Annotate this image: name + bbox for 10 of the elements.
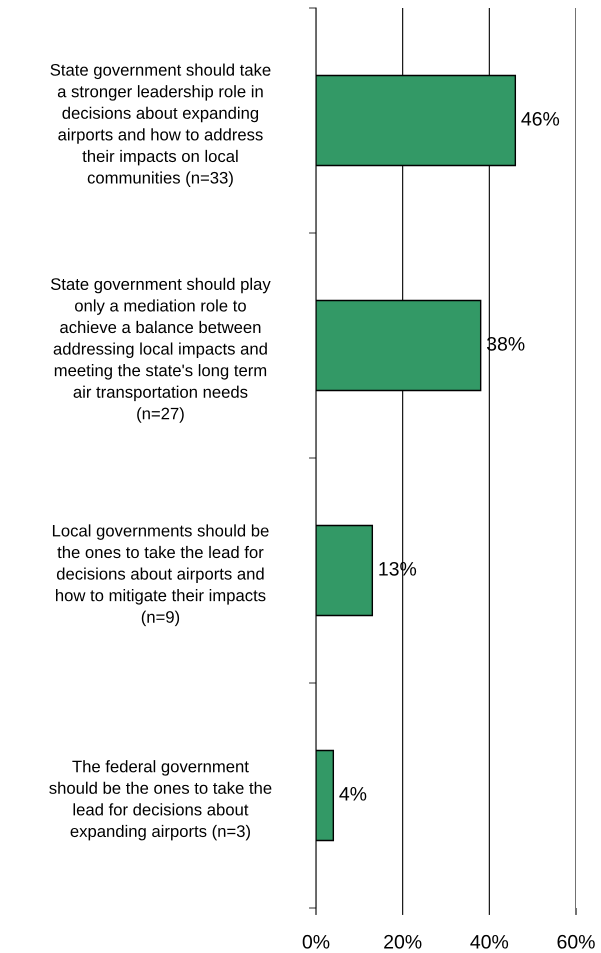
y-tick-label: The federal government should be the ones to take the lead for decisions about expanding airports (n=3) <box>49 760 272 840</box>
data-label: 46% <box>521 112 560 126</box>
x-tick-label: 40% <box>470 934 508 949</box>
y-tick-label: State government should play only a mediation role to achieve a balance between addressing local impacts and meeting the state's long term air transportation needs (n=27) <box>50 278 271 423</box>
x-tick-label: 20% <box>384 934 422 949</box>
y-tick-label: Local governments should be the ones to take the lead for decisions about airports and how to mitigate their impacts (n=9) <box>52 524 269 626</box>
x-tick-label: 60% <box>558 934 595 949</box>
x-tick-label: 0% <box>302 934 330 949</box>
y-tick-label: State government should take a stronger leadership role in decisions about expanding airports and how to address their impacts on local communities (n=33) <box>50 64 270 187</box>
data-label: 4% <box>339 787 366 801</box>
